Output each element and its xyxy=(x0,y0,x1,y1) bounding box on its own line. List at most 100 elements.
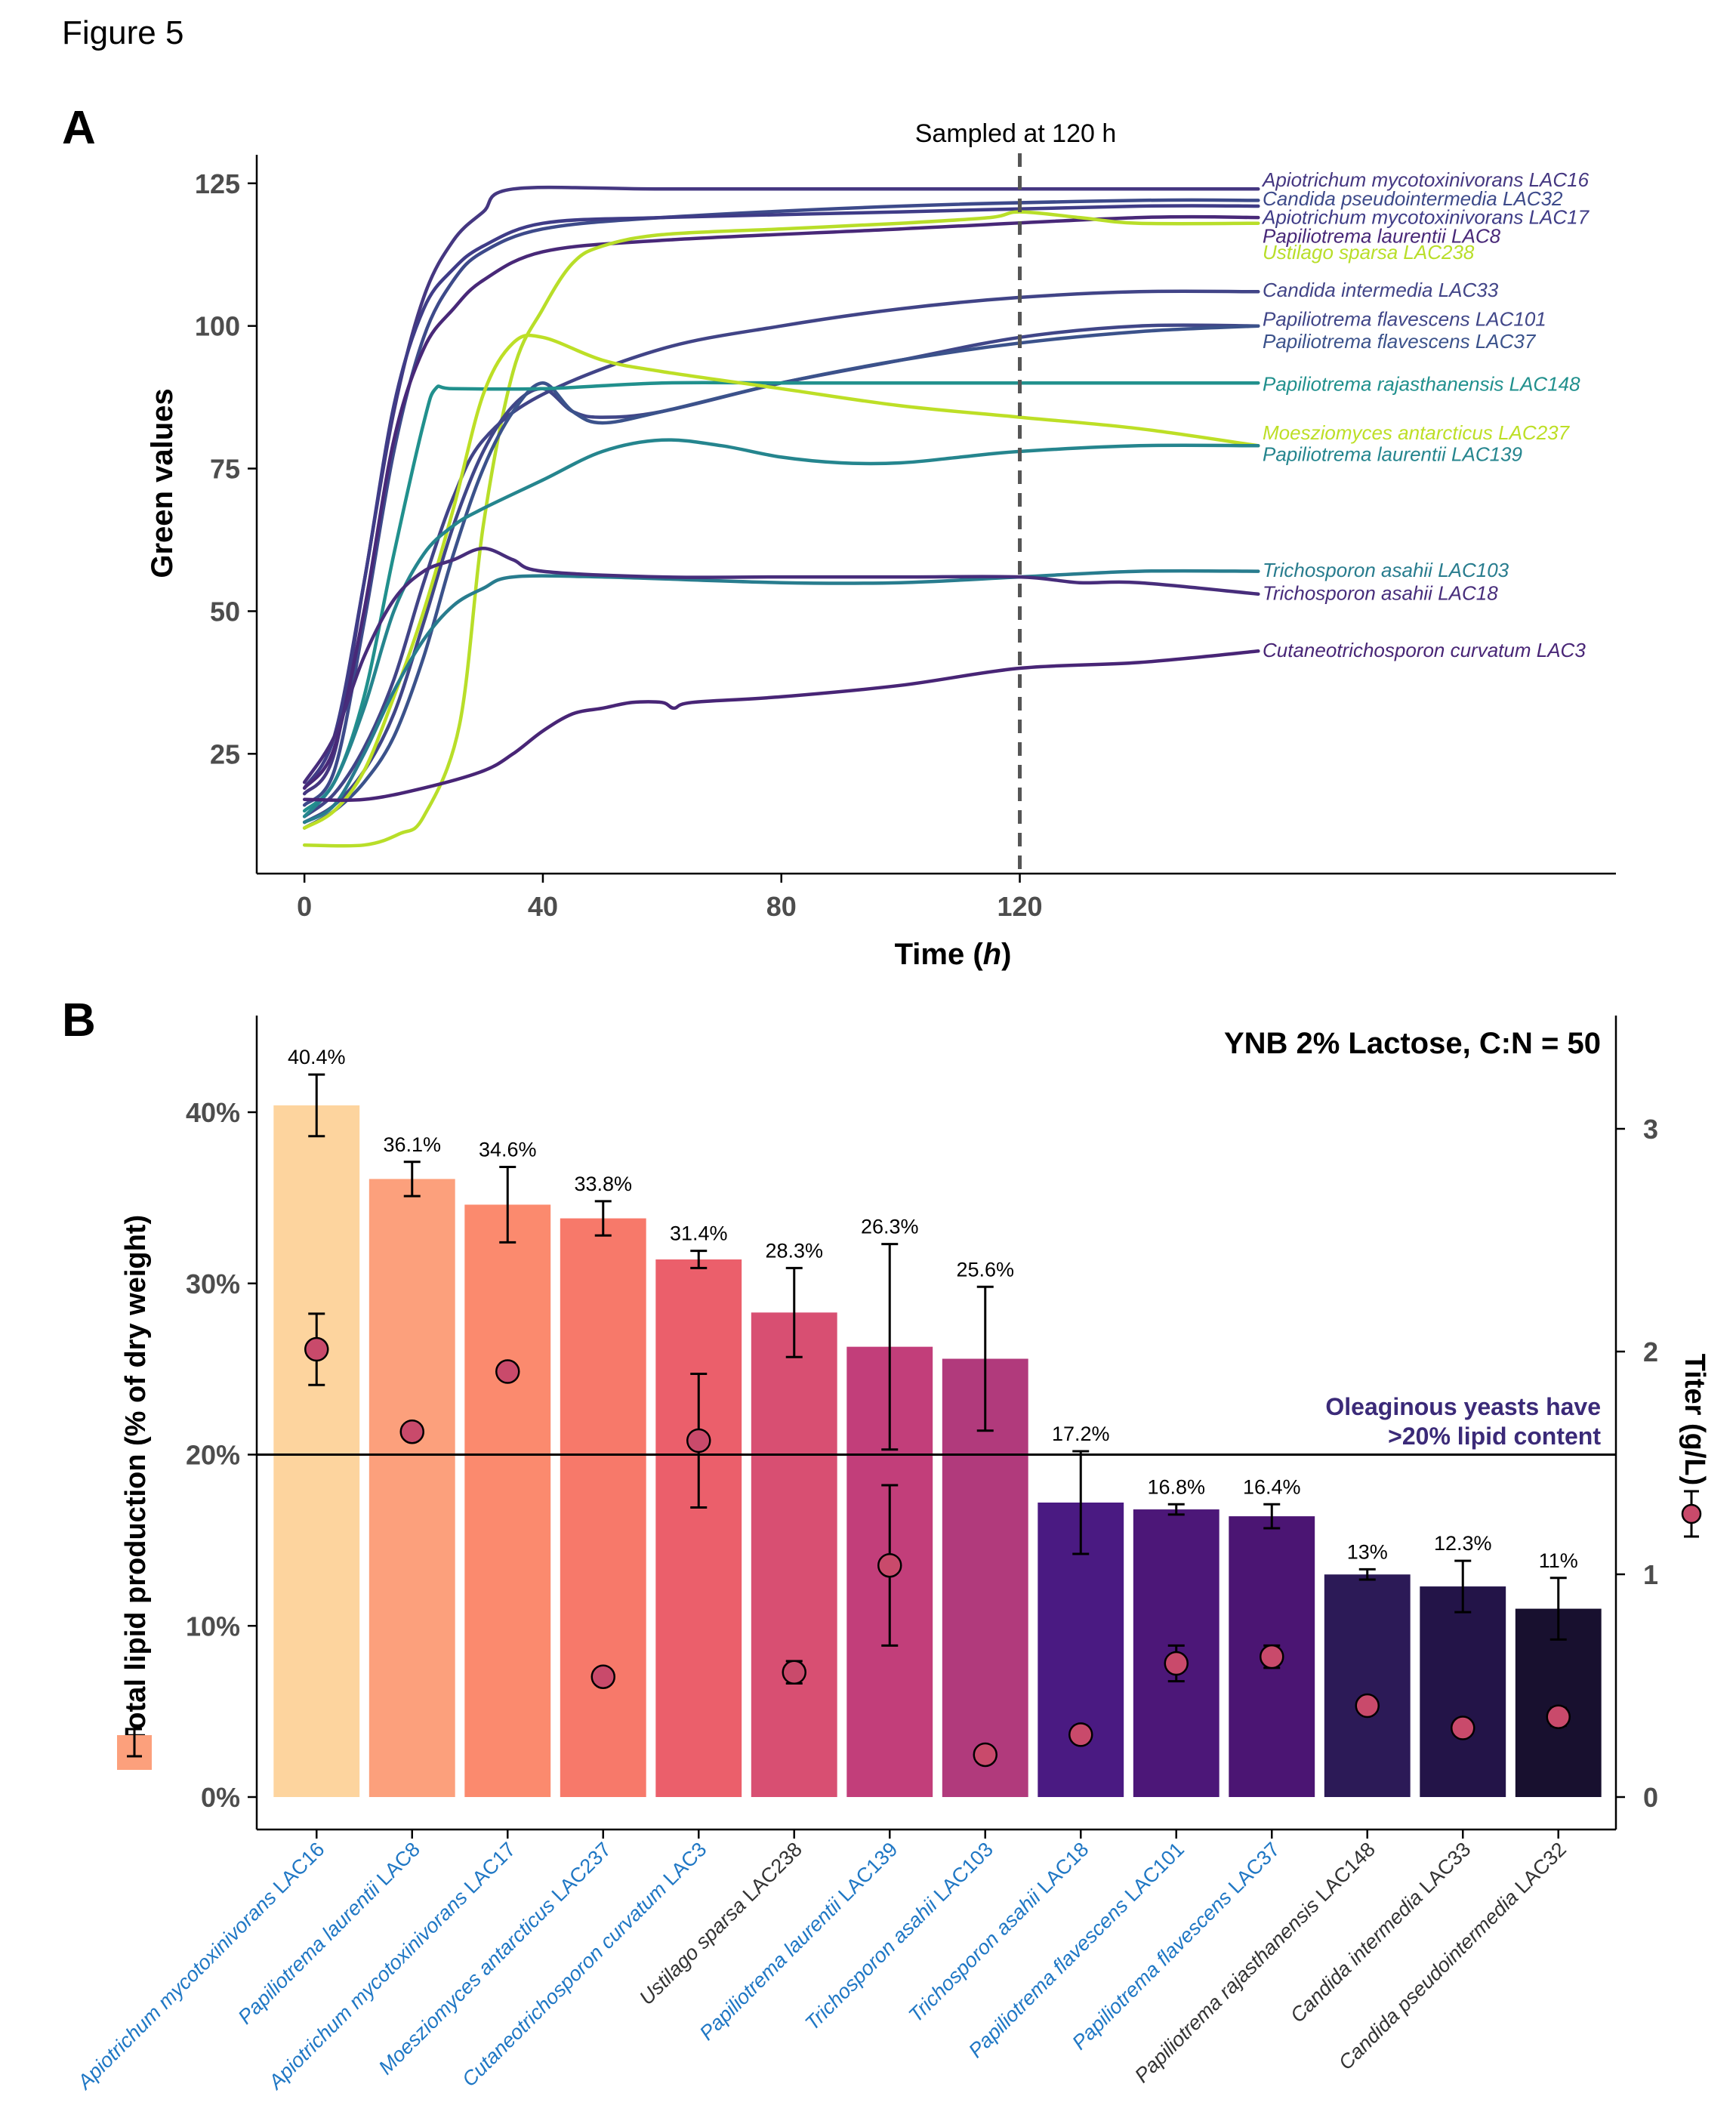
left-tick-label-10: 10% xyxy=(186,1611,240,1641)
label-strain: LAC238 xyxy=(1403,241,1474,264)
panel-a-axes: 25 50 75 100 125 0 40 80 120 xyxy=(195,153,1616,922)
panel-a-right-labels: Apiotrichum mycotoxinivorans LAC16Candid… xyxy=(1261,168,1590,661)
label-species: Moesziomyces antarcticus xyxy=(1263,421,1498,444)
panel-a-y-label: Green values xyxy=(146,388,179,578)
label-species: Apiotrichum mycotoxinivorans xyxy=(1261,205,1529,228)
label-moesziomyces-antarcticus-lac237: Moesziomyces antarcticus LAC237 xyxy=(1263,421,1571,444)
titer-point-papiliotrema-laurentii-lac139 xyxy=(877,1552,902,1578)
panel-b-letter: B xyxy=(62,994,96,1047)
label-species: Ustilago sparsa xyxy=(1263,241,1403,264)
right-tick-label-0: 0 xyxy=(1643,1782,1658,1813)
category-strain: LAC18 xyxy=(1033,1838,1093,1898)
category-label-papiliotrema-laurentii-lac139: Papiliotrema laurentii LAC139 xyxy=(695,1838,902,2045)
right-tick-label-1: 1 xyxy=(1643,1559,1658,1590)
titer-point-apiotrichum-mycotoxinivorans-lac16 xyxy=(304,1336,329,1362)
value-label-papiliotrema-rajasthanensis-lac148: 13% xyxy=(1347,1540,1388,1563)
threshold-note-line1: Oleaginous yeasts have xyxy=(1325,1393,1601,1420)
y-tick-label-125: 125 xyxy=(195,168,240,199)
category-label-papiliotrema-flavescens-lac37: Papiliotrema flavescens LAC37 xyxy=(1068,1838,1284,2055)
label-trichosporon-asahii-lac18: Trichosporon asahii LAC18 xyxy=(1263,581,1498,604)
label-papiliotrema-rajasthanensis-lac148: Papiliotrema rajasthanensis LAC148 xyxy=(1263,373,1580,396)
label-trichosporon-asahii-lac103: Trichosporon asahii LAC103 xyxy=(1263,559,1509,581)
label-papiliotrema-flavescens-lac37: Papiliotrema flavescens LAC37 xyxy=(1263,330,1537,353)
label-papiliotrema-laurentii-lac8: Papiliotrema laurentii LAC8 xyxy=(1263,224,1501,247)
legend-titer-dot xyxy=(1681,1503,1702,1524)
category-species: Apiotrichum mycotoxinivorans xyxy=(72,1882,285,2095)
label-species: Trichosporon asahii xyxy=(1263,581,1438,604)
label-strain: LAC18 xyxy=(1438,581,1498,604)
label-papiliotrema-flavescens-lac101: Papiliotrema flavescens LAC101 xyxy=(1263,308,1546,331)
figure-title: Figure 5 xyxy=(62,14,183,51)
panel-b-category-labels: Apiotrichum mycotoxinivorans LAC16 Papili… xyxy=(72,1838,1571,2095)
category-strain: LAC8 xyxy=(372,1838,424,1890)
x-tick-label-0: 0 xyxy=(297,891,312,922)
category-label-candida-intermedia-lac33: Candida intermedia LAC33 xyxy=(1286,1838,1475,2027)
label-strain: LAC237 xyxy=(1498,421,1570,444)
titer-point-trichosporon-asahii-lac18 xyxy=(1068,1722,1093,1747)
panel-b-title: YNB 2% Lactose, C:N = 50 xyxy=(1224,1027,1601,1060)
line-papiliotrema-flavescens-lac101 xyxy=(302,323,1260,825)
category-strain: LAC101 xyxy=(1121,1838,1189,1906)
bar-papiliotrema-rajasthanensis-lac148 xyxy=(1324,1574,1411,1797)
label-apiotrichum-mycotoxinivorans-lac16: Apiotrichum mycotoxinivorans LAC16 xyxy=(1261,168,1590,191)
threshold-note-line2: >20% lipid content xyxy=(1388,1423,1601,1450)
category-species: Apiotrichum mycotoxinivorans xyxy=(264,1882,476,2095)
value-label-papiliotrema-laurentii-lac139: 26.3% xyxy=(861,1216,919,1238)
category-species: Candida pseudointermedia xyxy=(1334,1882,1527,2074)
y-tick-label-75: 75 xyxy=(210,454,240,485)
value-label-candida-intermedia-lac33: 12.3% xyxy=(1434,1532,1492,1555)
category-label-ustilago-sparsa-lac238: Ustilago sparsa LAC238 xyxy=(635,1838,806,2009)
value-label-papiliotrema-flavescens-lac37: 16.4% xyxy=(1243,1475,1301,1498)
left-tick-label-30: 30% xyxy=(186,1268,240,1299)
line-papiliotrema-flavescens-lac37 xyxy=(302,324,1260,830)
panel-b-bars: 40.4% 36.1% 34.6% 33.8% 31.4% 28.3% 26.3% 25.6%… xyxy=(273,1046,1602,1797)
bar-papiliotrema-laurentii-lac8 xyxy=(368,1179,455,1797)
bar-ustilago-sparsa-lac238 xyxy=(751,1312,837,1797)
label-apiotrichum-mycotoxinivorans-lac17: Apiotrichum mycotoxinivorans LAC17 xyxy=(1261,205,1590,228)
category-strain: LAC139 xyxy=(834,1838,902,1906)
category-strain: LAC32 xyxy=(1510,1838,1571,1898)
label-strain: LAC103 xyxy=(1438,559,1509,581)
label-species: Papiliotrema laurentii xyxy=(1263,224,1451,247)
bar-candida-intermedia-lac33 xyxy=(1420,1586,1506,1797)
category-strain: LAC237 xyxy=(547,1838,615,1906)
label-species: Papiliotrema flavescens xyxy=(1263,308,1475,331)
category-label-trichosporon-asahii-lac18: Trichosporon asahii LAC18 xyxy=(904,1838,1093,2027)
legend-lipid-key xyxy=(117,1728,152,1770)
category-species: Papiliotrema rajasthanensis xyxy=(1130,1890,1327,2087)
label-strain: LAC33 xyxy=(1438,279,1499,301)
line-papiliotrema-laurentii-lac139 xyxy=(302,438,1260,818)
titer-point-ustilago-sparsa-lac238 xyxy=(782,1660,806,1685)
label-candida-intermedia-lac33: Candida intermedia LAC33 xyxy=(1263,279,1499,301)
value-label-papiliotrema-laurentii-lac8: 36.1% xyxy=(383,1133,441,1156)
value-label-moesziomyces-antarcticus-lac237: 33.8% xyxy=(574,1173,632,1195)
category-strain: LAC238 xyxy=(738,1838,806,1906)
panel-b-overlay xyxy=(257,1312,1616,1768)
category-strain: LAC33 xyxy=(1415,1838,1475,1898)
value-label-papiliotrema-flavescens-lac101: 16.8% xyxy=(1147,1475,1205,1498)
category-species: Papiliotrema flavescens xyxy=(1068,1882,1240,2054)
x-tick-label-80: 80 xyxy=(766,891,797,922)
line-apiotrichum-mycotoxinivorans-lac16 xyxy=(302,185,1260,796)
label-ustilago-sparsa-lac238: Ustilago sparsa LAC238 xyxy=(1263,241,1475,264)
left-tick-label-20: 20% xyxy=(186,1440,240,1471)
line-apiotrichum-mycotoxinivorans-lac17 xyxy=(302,204,1260,790)
bar-apiotrichum-mycotoxinivorans-lac16 xyxy=(273,1105,360,1797)
label-candida-pseudointermedia-lac32: Candida pseudointermedia LAC32 xyxy=(1263,187,1563,210)
category-strain: LAC16 xyxy=(269,1838,329,1898)
titer-point-cutaneotrichosporon-curvatum-lac3 xyxy=(686,1428,711,1453)
label-strain: LAC32 xyxy=(1503,187,1563,210)
category-species: Cutaneotrichosporon curvatum xyxy=(458,1874,675,2092)
panel-a-lines xyxy=(302,185,1260,848)
label-cutaneotrichosporon-curvatum-lac3: Cutaneotrichosporon curvatum LAC3 xyxy=(1263,639,1586,661)
bar-trichosporon-asahii-lac103 xyxy=(942,1358,1028,1797)
legend-titer-key xyxy=(1681,1490,1702,1538)
value-label-trichosporon-asahii-lac103: 25.6% xyxy=(956,1258,1014,1281)
category-strain: LAC148 xyxy=(1312,1838,1380,1906)
category-species: Moesziomyces antarcticus xyxy=(375,1890,563,2079)
line-papiliotrema-laurentii-lac8 xyxy=(302,214,1260,790)
panel-b-chart: 40.4% 36.1% 34.6% 33.8% 31.4% 28.3% 26.3% 25.6%… xyxy=(72,1016,1658,2095)
line-candida-pseudointermedia-lac32 xyxy=(302,198,1260,807)
titer-point-papiliotrema-laurentii-lac8 xyxy=(399,1419,424,1444)
